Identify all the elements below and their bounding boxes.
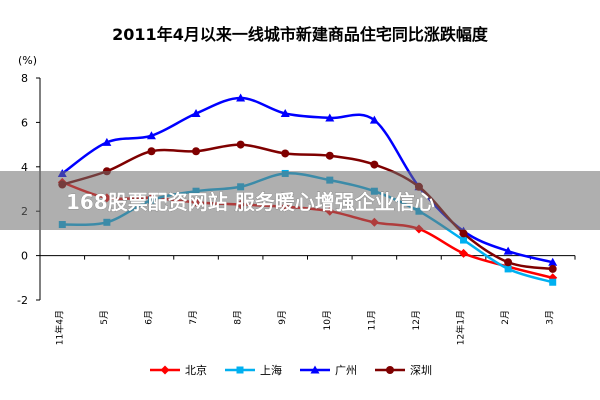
y-tick-label: 6: [21, 116, 28, 129]
x-tick-label: 5月: [99, 310, 110, 325]
data-point: [549, 278, 557, 286]
y-axis-unit: (%): [18, 54, 37, 67]
data-point: [548, 264, 557, 273]
data-point: [192, 147, 201, 156]
legend-marker: [386, 366, 394, 374]
x-tick-label: 10月: [322, 310, 333, 330]
data-point: [146, 131, 156, 140]
legend-item: 上海: [225, 363, 282, 377]
data-point: [460, 236, 468, 244]
data-point: [548, 257, 558, 266]
chart-title: 2011年4月以来一线城市新建商品住宅同比涨跌幅度: [112, 25, 489, 44]
data-point: [325, 113, 335, 122]
legend-label: 上海: [260, 363, 282, 377]
legend-marker: [310, 365, 320, 374]
watermark-band: [0, 171, 600, 230]
data-point: [147, 147, 156, 156]
legend-marker: [236, 366, 244, 374]
data-point: [504, 258, 513, 267]
x-tick-label: 2月: [500, 310, 511, 325]
x-tick-label: 8月: [233, 310, 244, 325]
data-point: [191, 109, 201, 118]
x-tick-label: 12月: [411, 310, 422, 330]
legend-label: 广州: [335, 364, 357, 377]
data-point: [459, 229, 468, 238]
y-tick-label: 8: [21, 72, 28, 85]
legend-label: 北京: [185, 363, 207, 377]
data-point: [325, 151, 334, 160]
y-tick-label: 0: [21, 250, 28, 263]
legend-item: 北京: [150, 363, 207, 377]
y-tick-label: -2: [17, 294, 28, 307]
watermark-banner-text: 168股票配资网站 服务暖心增强企业信心: [66, 190, 435, 214]
x-tick-label: 6月: [143, 310, 154, 325]
data-point: [236, 93, 246, 102]
y-tick-label: 4: [21, 161, 28, 174]
x-axis: 11年4月 5月 6月 7月 8月 9月 10月 11月 12月 12年1月 2月 3月: [39, 255, 576, 345]
legend-item: 广州: [300, 364, 357, 377]
x-tick-label: 9月: [277, 310, 288, 325]
data-point: [102, 137, 112, 146]
data-point: [504, 265, 512, 273]
legend-item: 深圳: [375, 364, 432, 377]
x-tick-label: 12年1月: [455, 310, 467, 345]
x-tick-label: 11年4月: [53, 310, 65, 345]
x-tick-label: 3月: [545, 310, 556, 325]
data-point: [236, 140, 245, 149]
data-point: [281, 149, 290, 158]
data-point: [369, 115, 379, 124]
data-point: [280, 109, 290, 118]
data-point: [370, 160, 379, 169]
x-tick-label: 7月: [188, 310, 199, 325]
legend: 北京 上海 广州 深圳: [150, 363, 432, 377]
data-point: [459, 248, 469, 258]
legend-marker: [160, 365, 170, 375]
legend-label: 深圳: [410, 364, 432, 377]
x-tick-label: 11月: [366, 310, 377, 330]
data-point: [503, 246, 513, 255]
